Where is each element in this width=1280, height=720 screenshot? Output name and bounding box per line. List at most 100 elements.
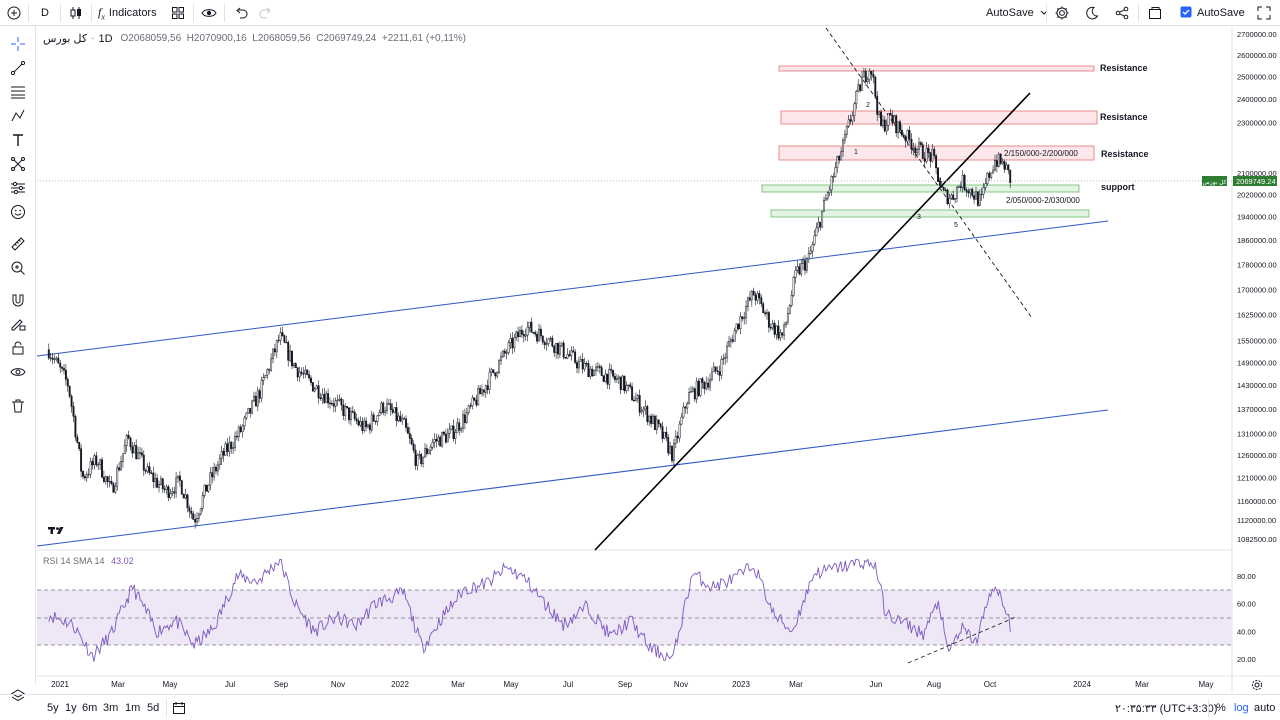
candle-body xyxy=(150,472,153,474)
projection-tool[interactable] xyxy=(8,178,28,198)
time-tick-label: Sep xyxy=(274,680,289,689)
support-zone-lower xyxy=(770,209,1090,218)
undo-button[interactable] xyxy=(231,0,251,26)
candle-body xyxy=(771,322,774,329)
text-tool[interactable] xyxy=(8,130,28,150)
top-toolbar: D fx Indicators xyxy=(0,0,1280,26)
candle-body xyxy=(471,397,474,406)
candle-body xyxy=(553,345,556,353)
sliders-icon xyxy=(11,181,25,195)
candle-body xyxy=(296,367,299,378)
rsi-tick-label: 80.00 xyxy=(1237,572,1256,581)
candle-body xyxy=(167,486,170,498)
candle-body xyxy=(600,367,603,377)
bar-style-button[interactable] xyxy=(66,0,86,26)
candle-body xyxy=(633,399,635,402)
visibility-button[interactable] xyxy=(199,0,219,26)
zoom-tool[interactable] xyxy=(8,258,28,278)
fullscreen-button[interactable] xyxy=(1254,0,1274,26)
candle-body xyxy=(828,189,831,194)
add-symbol-button[interactable] xyxy=(4,0,24,26)
candle-body xyxy=(929,152,932,162)
indicators-button[interactable]: fx Indicators xyxy=(98,0,157,26)
auto-toggle[interactable]: auto xyxy=(1254,702,1276,714)
candle-body xyxy=(733,330,736,342)
forecast-tool[interactable] xyxy=(8,154,28,174)
candle-body xyxy=(568,354,571,357)
candle-body xyxy=(866,78,869,82)
hide-drawings-tool[interactable] xyxy=(8,362,28,382)
wave-label-5: 5 xyxy=(954,222,958,229)
remove-drawings-tool[interactable] xyxy=(8,396,28,416)
snapshot-button[interactable] xyxy=(1145,0,1165,26)
candle-body xyxy=(237,426,240,438)
stay-drawing-tool[interactable] xyxy=(8,314,28,334)
candle-body xyxy=(235,435,238,438)
candle-body xyxy=(199,508,202,515)
candle-body xyxy=(220,450,223,459)
candle-body xyxy=(722,358,725,360)
candle-body xyxy=(458,422,461,431)
candle-body xyxy=(435,439,438,442)
candle-body xyxy=(957,186,960,188)
rsi-label[interactable]: RSI 14 SMA 14 xyxy=(43,556,105,566)
range-5d[interactable]: 5d xyxy=(147,702,160,714)
crosshair-tool[interactable] xyxy=(8,34,28,54)
lock-drawings-tool[interactable] xyxy=(8,338,28,358)
interval-button[interactable]: D xyxy=(41,7,49,19)
theme-button[interactable] xyxy=(1082,0,1102,26)
candle-body xyxy=(80,448,83,472)
magnet-tool[interactable] xyxy=(8,290,28,310)
rsi-band xyxy=(37,590,1232,645)
goto-date-button[interactable] xyxy=(172,695,186,720)
candle-body xyxy=(182,493,185,499)
candle-body xyxy=(78,442,81,449)
candle-body xyxy=(465,412,468,423)
price-tick-label: 1370000.00 xyxy=(1237,405,1277,414)
chart-settings-button[interactable] xyxy=(1250,678,1264,697)
range-1y[interactable]: 1y xyxy=(65,702,77,714)
range-5y[interactable]: 5y xyxy=(47,702,59,714)
candle-body xyxy=(104,476,107,482)
share-button[interactable] xyxy=(1112,0,1132,26)
candle-body xyxy=(576,362,578,369)
clock-timezone[interactable]: ۲۰:۳۵:۳۳ (UTC+3:30) xyxy=(1115,702,1218,715)
time-tick-label: 2022 xyxy=(391,680,409,689)
candle-body xyxy=(51,357,54,360)
wave-label-4: 4 xyxy=(938,178,942,185)
support-label: support xyxy=(1101,182,1135,192)
log-toggle[interactable]: log xyxy=(1234,702,1249,714)
drawing-toolbar xyxy=(0,26,36,702)
redo-button[interactable] xyxy=(256,0,276,26)
fib-tool[interactable] xyxy=(8,82,28,102)
percent-toggle[interactable]: % xyxy=(1216,702,1226,714)
indicators-label: Indicators xyxy=(108,7,157,19)
range-3m[interactable]: 3m xyxy=(103,702,119,714)
candle-body xyxy=(467,405,470,413)
settings-button[interactable] xyxy=(1052,0,1072,26)
candle-body xyxy=(272,348,274,359)
range-1m[interactable]: 1m xyxy=(125,702,141,714)
price-tick-label: 1160000.00 xyxy=(1237,497,1276,506)
candle-body xyxy=(348,407,350,421)
candle-body xyxy=(444,433,447,443)
candle-body xyxy=(55,357,58,360)
lock-icon xyxy=(12,341,24,355)
measure-tool[interactable] xyxy=(8,234,28,254)
icons-tool[interactable] xyxy=(8,202,28,222)
candle-body xyxy=(631,386,634,401)
candle-body xyxy=(340,398,343,406)
autosave-dropdown[interactable]: AutoSave xyxy=(986,0,1048,26)
autosave-checkbox[interactable]: AutoSave xyxy=(1180,0,1245,26)
rsi-tick-label: 40.00 xyxy=(1237,627,1256,636)
pattern-tool[interactable] xyxy=(8,106,28,126)
candle-body xyxy=(218,458,221,466)
candle-body xyxy=(669,445,672,454)
templates-button[interactable] xyxy=(168,0,188,26)
candle-body xyxy=(883,119,886,132)
object-tree-button[interactable] xyxy=(8,686,28,706)
range-6m[interactable]: 6m xyxy=(82,702,98,714)
symbol-name[interactable]: کل بورس xyxy=(43,33,88,45)
trendline-tool[interactable] xyxy=(8,58,28,78)
